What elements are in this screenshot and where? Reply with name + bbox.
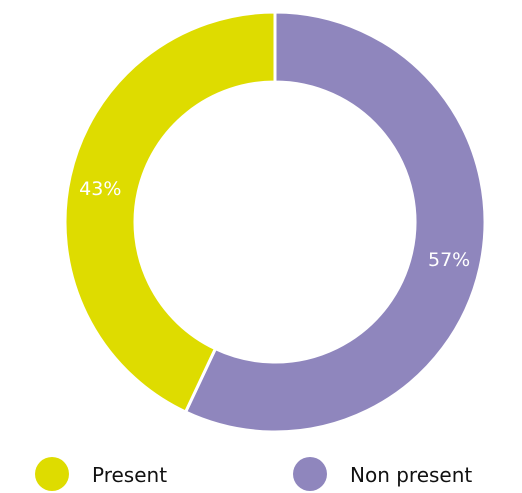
- legend-swatch-present: [35, 457, 69, 491]
- donut-slice-labels: 57% 43%: [79, 178, 470, 271]
- legend-label-present: Present: [92, 463, 167, 487]
- slice-present: [63, 10, 277, 415]
- chart-legend: Present Non present: [35, 457, 472, 491]
- donut-slices: [63, 10, 487, 434]
- legend-label-non-present: Non present: [350, 463, 472, 487]
- slice-label-non-present: 57%: [428, 249, 470, 271]
- legend-item-present: Present: [35, 457, 167, 491]
- legend-item-non-present: Non present: [293, 457, 472, 491]
- slice-label-present: 43%: [79, 178, 121, 200]
- slice-non-present: [183, 10, 487, 434]
- legend-swatch-non-present: [293, 457, 327, 491]
